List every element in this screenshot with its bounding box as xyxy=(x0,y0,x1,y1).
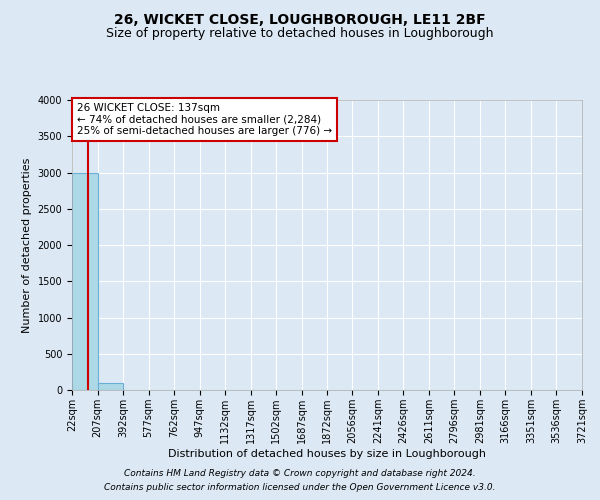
X-axis label: Distribution of detached houses by size in Loughborough: Distribution of detached houses by size … xyxy=(168,448,486,458)
Text: 26 WICKET CLOSE: 137sqm
← 74% of detached houses are smaller (2,284)
25% of semi: 26 WICKET CLOSE: 137sqm ← 74% of detache… xyxy=(77,103,332,136)
Text: Contains HM Land Registry data © Crown copyright and database right 2024.: Contains HM Land Registry data © Crown c… xyxy=(124,468,476,477)
Y-axis label: Number of detached properties: Number of detached properties xyxy=(22,158,32,332)
Text: Contains public sector information licensed under the Open Government Licence v3: Contains public sector information licen… xyxy=(104,484,496,492)
Text: Size of property relative to detached houses in Loughborough: Size of property relative to detached ho… xyxy=(106,28,494,40)
Text: 26, WICKET CLOSE, LOUGHBOROUGH, LE11 2BF: 26, WICKET CLOSE, LOUGHBOROUGH, LE11 2BF xyxy=(114,12,486,26)
Bar xyxy=(98,383,123,390)
Bar xyxy=(72,172,98,390)
